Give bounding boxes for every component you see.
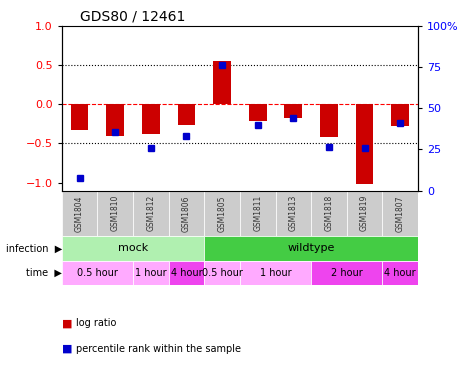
- FancyBboxPatch shape: [276, 191, 311, 236]
- Text: mock: mock: [118, 243, 148, 253]
- FancyBboxPatch shape: [62, 261, 133, 285]
- Text: GSM1818: GSM1818: [324, 195, 333, 231]
- Text: GDS80 / 12461: GDS80 / 12461: [80, 9, 185, 23]
- FancyBboxPatch shape: [62, 236, 204, 261]
- Bar: [391, 104, 409, 126]
- Text: 1 hour: 1 hour: [135, 268, 167, 278]
- FancyBboxPatch shape: [169, 261, 204, 285]
- FancyBboxPatch shape: [204, 261, 240, 285]
- Text: GSM1819: GSM1819: [360, 195, 369, 231]
- Text: 4 hour: 4 hour: [384, 268, 416, 278]
- FancyBboxPatch shape: [311, 261, 382, 285]
- Bar: [142, 104, 160, 134]
- FancyBboxPatch shape: [204, 236, 418, 261]
- Text: GSM1806: GSM1806: [182, 195, 191, 232]
- Text: wildtype: wildtype: [287, 243, 335, 253]
- Text: GSM1805: GSM1805: [218, 195, 227, 232]
- Text: GSM1812: GSM1812: [146, 195, 155, 231]
- Bar: [320, 104, 338, 137]
- Bar: [71, 104, 88, 130]
- Bar: [249, 104, 266, 122]
- Text: log ratio: log ratio: [76, 318, 116, 328]
- Text: GSM1810: GSM1810: [111, 195, 120, 231]
- Text: GSM1813: GSM1813: [289, 195, 298, 231]
- Bar: [356, 104, 373, 184]
- FancyBboxPatch shape: [133, 191, 169, 236]
- FancyBboxPatch shape: [347, 191, 382, 236]
- FancyBboxPatch shape: [382, 261, 418, 285]
- Text: ■: ■: [62, 344, 72, 354]
- Text: percentile rank within the sample: percentile rank within the sample: [76, 344, 241, 354]
- Text: ■: ■: [62, 318, 72, 328]
- Bar: [178, 104, 195, 126]
- Bar: [106, 104, 124, 136]
- FancyBboxPatch shape: [62, 191, 97, 236]
- Bar: [285, 104, 302, 118]
- Text: 2 hour: 2 hour: [331, 268, 362, 278]
- FancyBboxPatch shape: [204, 191, 240, 236]
- Text: 1 hour: 1 hour: [260, 268, 291, 278]
- Text: 4 hour: 4 hour: [171, 268, 202, 278]
- Bar: [213, 61, 231, 104]
- FancyBboxPatch shape: [240, 191, 276, 236]
- FancyBboxPatch shape: [169, 191, 204, 236]
- Text: time  ▶: time ▶: [26, 268, 62, 278]
- FancyBboxPatch shape: [382, 191, 418, 236]
- FancyBboxPatch shape: [97, 191, 133, 236]
- FancyBboxPatch shape: [133, 261, 169, 285]
- Text: GSM1811: GSM1811: [253, 195, 262, 231]
- FancyBboxPatch shape: [311, 191, 347, 236]
- Text: GSM1804: GSM1804: [75, 195, 84, 232]
- Text: infection  ▶: infection ▶: [6, 243, 62, 253]
- Text: GSM1807: GSM1807: [396, 195, 405, 232]
- FancyBboxPatch shape: [240, 261, 311, 285]
- Text: 0.5 hour: 0.5 hour: [77, 268, 118, 278]
- Text: 0.5 hour: 0.5 hour: [201, 268, 243, 278]
